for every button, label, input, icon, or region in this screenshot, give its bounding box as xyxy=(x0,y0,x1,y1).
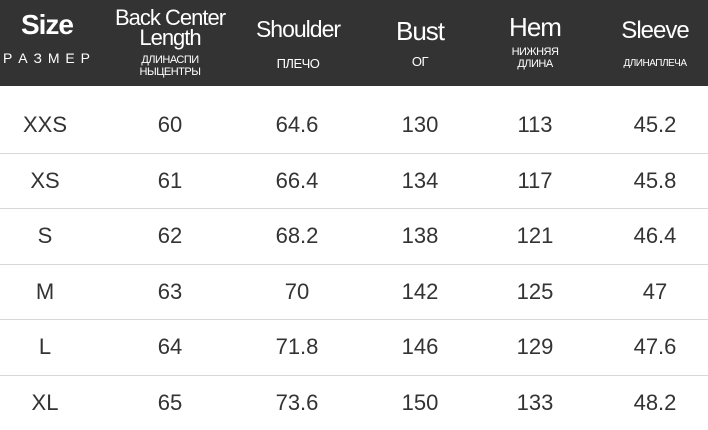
table-cell: 45.8 xyxy=(634,154,677,208)
header-sublabel: ПЛЕЧО xyxy=(256,58,340,70)
table-cell: 125 xyxy=(517,265,554,319)
table-cell: 63 xyxy=(158,265,182,319)
table-cell: S xyxy=(38,209,53,263)
table-cell: 47.6 xyxy=(634,320,677,374)
table-cell: 61 xyxy=(158,154,182,208)
table-cell: 138 xyxy=(402,209,439,263)
table-row: XS 61 66.4 134 117 45.8 xyxy=(0,154,708,210)
header-sublabel: Р А З М Е Р xyxy=(3,52,91,64)
table-header: Size Р А З М Е Р Back Center Length ДЛИН… xyxy=(0,0,708,86)
table-cell: 121 xyxy=(517,209,554,263)
header-hem: Hem НИЖНЯЯ ДЛИНА xyxy=(500,0,570,86)
header-label: Size xyxy=(3,14,91,36)
table-cell: 71.8 xyxy=(276,320,319,374)
table-row: M 63 70 142 125 47 xyxy=(0,265,708,321)
table-cell: 134 xyxy=(402,154,439,208)
table-row: S 62 68.2 138 121 46.4 xyxy=(0,209,708,265)
table-cell: XXS xyxy=(23,98,67,152)
table-cell: 47 xyxy=(643,265,667,319)
table-cell: 64 xyxy=(158,320,182,374)
table-cell: 150 xyxy=(402,376,439,430)
table-cell: 60 xyxy=(158,98,182,152)
table-cell: XL xyxy=(32,376,59,430)
table-cell: 73.6 xyxy=(276,376,319,430)
header-sublabel: НИЖНЯЯ ДЛИНА xyxy=(500,46,570,70)
table-cell: 62 xyxy=(158,209,182,263)
header-label: Sleeve xyxy=(621,20,688,42)
table-cell: M xyxy=(36,265,54,319)
table-cell: 130 xyxy=(402,98,439,152)
header-shoulder: Shoulder ПЛЕЧО xyxy=(256,0,340,86)
table-cell: 70 xyxy=(285,265,309,319)
header-label: Back Center Length xyxy=(105,8,235,48)
table-cell: 66.4 xyxy=(276,154,319,208)
table-cell: 46.4 xyxy=(634,209,677,263)
table-body: XXS 60 64.6 130 113 45.2 XS 61 66.4 134 117 45.8 S 62… xyxy=(0,98,708,430)
header-bust: Bust ОГ xyxy=(396,0,444,86)
header-sleeve: Sleeve ДЛИНАПЛЕЧА xyxy=(621,0,688,86)
header-sublabel: ОГ xyxy=(396,56,444,68)
table-cell: 146 xyxy=(402,320,439,374)
table-cell: 68.2 xyxy=(276,209,319,263)
header-sublabel: ДЛИНАПЛЕЧА xyxy=(621,58,688,70)
header-label: Hem xyxy=(500,16,570,38)
table-cell: L xyxy=(39,320,51,374)
table-row: XXS 60 64.6 130 113 45.2 xyxy=(0,98,708,154)
table-row: L 64 71.8 146 129 47.6 xyxy=(0,320,708,376)
table-cell: XS xyxy=(30,154,59,208)
table-cell: 142 xyxy=(402,265,439,319)
table-cell: 113 xyxy=(517,98,552,152)
header-back-center-length: Back Center Length ДЛИНАСПИ НЫЦЕНТРЫ xyxy=(105,0,235,86)
header-label: Shoulder xyxy=(256,18,340,40)
table-cell: 65 xyxy=(158,376,182,430)
header-label: Bust xyxy=(396,20,444,42)
table-cell: 129 xyxy=(517,320,554,374)
table-cell: 117 xyxy=(517,154,552,208)
table-cell: 64.6 xyxy=(276,98,319,152)
header-sublabel: ДЛИНАСПИ НЫЦЕНТРЫ xyxy=(130,54,210,78)
table-cell: 45.2 xyxy=(634,98,677,152)
table-row: XL 65 73.6 150 133 48.2 xyxy=(0,376,708,430)
table-cell: 133 xyxy=(517,376,554,430)
header-size: Size Р А З М Е Р xyxy=(3,0,91,86)
table-cell: 48.2 xyxy=(634,376,677,430)
